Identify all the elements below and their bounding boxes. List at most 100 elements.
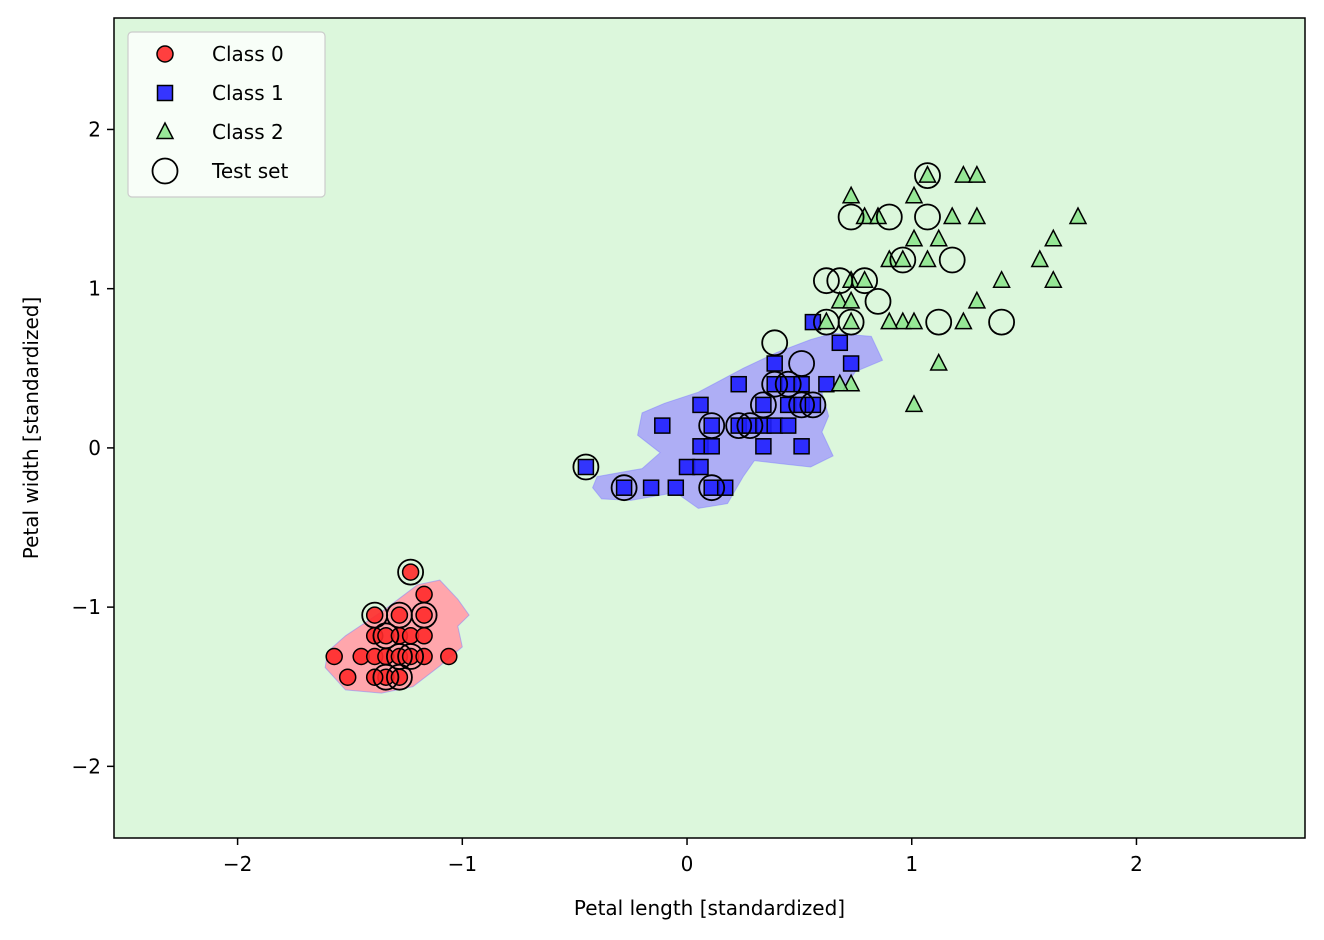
class-2-point	[841, 311, 861, 330]
class-2-point	[992, 270, 1011, 288]
class-2-point	[893, 311, 913, 330]
test-set-point	[788, 350, 815, 377]
test-set-point	[914, 203, 941, 231]
class-1-point	[766, 355, 783, 372]
class-2-point	[880, 249, 899, 268]
class-0-point	[401, 563, 420, 581]
test-set-point	[864, 287, 892, 315]
test-set-point	[572, 453, 600, 481]
data-points	[325, 162, 1088, 691]
y-axis-label: Petal width [standardized]	[19, 297, 43, 560]
test-set-point	[397, 558, 425, 586]
class-1-point	[755, 396, 772, 414]
test-set-point	[788, 391, 815, 419]
y-tick-label: −1	[72, 595, 101, 619]
class-2-point	[904, 185, 924, 204]
class-1-point	[654, 417, 671, 434]
class-0-point	[338, 668, 357, 686]
x-tick-label: 0	[681, 852, 694, 876]
class-2-point	[1030, 249, 1050, 268]
legend-marker-class-1	[156, 84, 174, 102]
class-1-point	[692, 458, 709, 476]
y-axis: −2 −1 0 1 2	[72, 117, 114, 778]
y-tick-label: −2	[72, 754, 101, 778]
legend-label: Class 0	[212, 42, 284, 66]
class-2-point	[967, 206, 987, 225]
class-2-point	[904, 394, 924, 413]
class-0-point	[390, 668, 409, 686]
class-2-point	[1068, 206, 1088, 225]
test-set-point	[875, 203, 903, 231]
class-1-point	[755, 438, 772, 455]
y-tick-label: 0	[88, 436, 101, 460]
test-set-point	[837, 203, 865, 231]
class-0-point	[365, 606, 384, 624]
x-tick-label: −1	[448, 852, 477, 876]
class-2-point	[880, 311, 899, 330]
test-set-point	[889, 246, 917, 274]
class-2-point	[918, 249, 937, 268]
legend-marker-class-0	[156, 45, 174, 63]
test-set-point	[372, 663, 400, 691]
x-tick-label: 1	[905, 852, 918, 876]
class-1-point	[804, 313, 822, 331]
x-axis: −2 −1 0 1 2	[223, 838, 1143, 876]
class-2-point	[954, 164, 973, 183]
class-2-point	[954, 311, 973, 330]
class-2-point	[841, 185, 861, 204]
test-set-point	[851, 267, 878, 295]
class-2-point	[967, 164, 987, 183]
class-0-point	[415, 647, 433, 666]
test-set-point	[397, 643, 425, 670]
class-2-point	[841, 373, 861, 392]
class-2-point	[967, 290, 987, 309]
test-set-point	[372, 622, 400, 650]
plot-frame	[113, 17, 1306, 839]
test-set-point	[761, 329, 789, 357]
test-set-point	[610, 474, 638, 502]
class-1-point	[703, 417, 720, 434]
class-1-point	[804, 396, 822, 414]
y-tick-label: 2	[88, 117, 101, 141]
class-0-point	[325, 647, 343, 666]
class-2-point	[830, 290, 850, 309]
class-2-point	[817, 311, 836, 330]
class-0-point	[440, 647, 458, 666]
x-axis-label: Petal length [standardized]	[574, 896, 845, 920]
class-0-point	[365, 668, 384, 686]
class-1-point	[779, 417, 797, 434]
x-tick-label: 2	[1130, 852, 1143, 876]
class-1-point	[692, 396, 709, 414]
class-2-point	[918, 164, 937, 183]
class-1-point	[667, 479, 685, 496]
test-set-point	[774, 370, 802, 398]
class-1-point	[842, 355, 860, 372]
legend-label: Class 2	[212, 120, 284, 144]
class-2-point	[904, 228, 924, 247]
class-2-point	[855, 206, 874, 225]
test-set-point	[736, 412, 764, 440]
class-1-point	[793, 438, 810, 455]
test-set-point	[988, 308, 1015, 336]
legend-marker-test-set	[151, 157, 179, 185]
class-1-point	[730, 375, 747, 393]
test-set-point	[385, 643, 413, 670]
legend-label: Class 1	[212, 81, 284, 105]
legend-label: Test set	[211, 159, 288, 183]
class-2-point	[1044, 228, 1063, 247]
class-2-point	[1044, 270, 1063, 288]
class-1-point	[642, 479, 660, 496]
test-set-point	[698, 412, 726, 440]
class-2-point	[929, 352, 948, 371]
test-set-point	[925, 308, 953, 336]
test-set-point	[385, 663, 413, 691]
test-set-point	[813, 267, 840, 295]
test-set-point	[938, 246, 966, 274]
class-0-point	[390, 606, 409, 624]
legend-box	[127, 31, 326, 198]
class-1-point	[716, 479, 734, 496]
y-tick-label: 1	[88, 277, 101, 301]
class-1-point	[577, 458, 595, 476]
test-set-point	[914, 162, 941, 190]
